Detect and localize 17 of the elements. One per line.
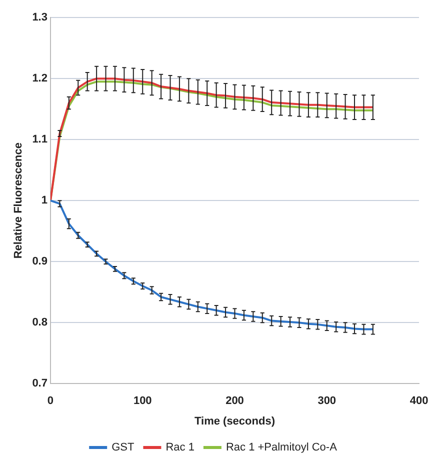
legend-label: GST xyxy=(112,442,134,454)
y-tick-label: 1.3 xyxy=(32,12,48,24)
y-tick-label: 0.9 xyxy=(32,256,48,268)
y-tick-label: 1.2 xyxy=(32,72,48,85)
x-axis-title: Time (seconds) xyxy=(194,415,276,428)
y-tick-label: 0.7 xyxy=(32,378,48,390)
y-tick-label: 0.8 xyxy=(32,316,48,329)
x-tick-label: 100 xyxy=(133,395,152,408)
y-tick-label: 1.1 xyxy=(32,134,48,146)
x-tick-label: 300 xyxy=(318,395,336,408)
x-tick-label: 400 xyxy=(410,395,428,408)
x-tick-label: 0 xyxy=(47,395,54,408)
x-tick-label: 200 xyxy=(226,395,244,408)
y-tick-label: 1 xyxy=(41,194,48,207)
y-axis-title: Relative Fluorescence xyxy=(12,142,25,259)
legend-label: Rac 1 +Palmitoyl Co-A xyxy=(226,442,338,454)
legend-label: Rac 1 xyxy=(166,442,194,454)
